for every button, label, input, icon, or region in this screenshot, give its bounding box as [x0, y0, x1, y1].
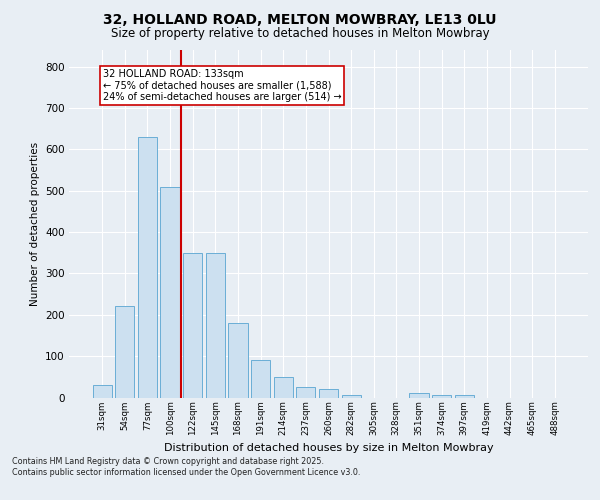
Bar — [229, 323, 248, 398]
Text: Size of property relative to detached houses in Melton Mowbray: Size of property relative to detached ho… — [110, 28, 490, 40]
Bar — [296, 387, 316, 398]
Bar — [274, 377, 293, 398]
Bar — [341, 396, 361, 398]
Bar — [251, 360, 270, 398]
Bar — [206, 252, 225, 398]
Bar — [183, 252, 202, 398]
Text: 32 HOLLAND ROAD: 133sqm
← 75% of detached houses are smaller (1,588)
24% of semi: 32 HOLLAND ROAD: 133sqm ← 75% of detache… — [103, 68, 341, 102]
Bar — [409, 394, 428, 398]
Bar — [432, 396, 451, 398]
Bar — [319, 389, 338, 398]
Bar — [138, 137, 157, 398]
Y-axis label: Number of detached properties: Number of detached properties — [29, 142, 40, 306]
Bar — [92, 385, 112, 398]
Text: 32, HOLLAND ROAD, MELTON MOWBRAY, LE13 0LU: 32, HOLLAND ROAD, MELTON MOWBRAY, LE13 0… — [103, 12, 497, 26]
Bar — [160, 186, 180, 398]
X-axis label: Distribution of detached houses by size in Melton Mowbray: Distribution of detached houses by size … — [164, 444, 493, 454]
Bar — [455, 396, 474, 398]
Bar — [115, 306, 134, 398]
Text: Contains HM Land Registry data © Crown copyright and database right 2025.
Contai: Contains HM Land Registry data © Crown c… — [12, 458, 361, 477]
